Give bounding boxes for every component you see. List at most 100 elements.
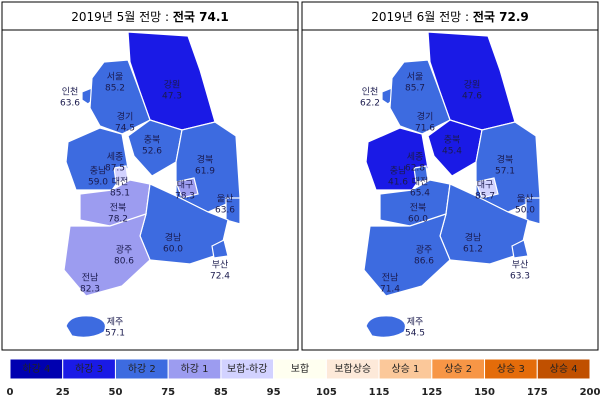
region-name: 제주 [407,317,424,328]
region-name: 경북 [497,154,514,166]
region-name: 전북 [410,203,427,214]
region-value: 86.6 [414,257,434,267]
headline: 전국 72.9 [473,9,529,24]
legend-tick: 0 [7,387,14,398]
region-name: 세종 [407,152,424,163]
region-value: 52.6 [142,147,162,157]
panel-title: 2019년 6월 전망 : 전국 72.9 [371,9,529,24]
region-name: 강원 [464,80,481,91]
region-name: 충남 [390,166,407,177]
region-value: 57.1 [105,329,125,339]
region-name: 전남 [82,273,99,284]
legend-label: 상승 3 [497,363,525,375]
region [525,197,541,225]
region-value: 62.2 [360,99,380,109]
region-name: 광주 [416,244,433,256]
legend-tick: 50 [108,387,122,398]
region-name: 전남 [382,273,399,284]
region-name: 경기 [117,111,134,123]
region-value: 45.4 [442,147,462,157]
region-name: 인천 [362,87,379,98]
region-name: 대구 [477,180,494,191]
legend-label: 상승 4 [550,363,578,375]
legend-tick: 105 [316,387,337,398]
legend-label: 하강 2 [128,362,156,375]
region-value: 41.6 [388,178,408,188]
title-text: 2019년 5월 전망 : [71,10,173,24]
legend-label: 보합-하강 [227,362,267,375]
region-name: 대전 [412,177,429,188]
region [211,239,229,259]
region-value: 60.0 [163,245,183,255]
region-name: 서울 [107,72,124,83]
region [63,213,151,297]
panel [1,1,299,351]
legend-label: 하강 4 [22,362,50,375]
region-value: 71.6 [415,124,435,134]
region-value: 80.6 [114,257,134,267]
legend-tick: 95 [267,387,281,398]
region-name: 서울 [407,72,424,83]
region-name: 전북 [110,203,127,214]
region-value: 57.1 [495,167,515,177]
legend-tick: 75 [161,387,175,398]
title-text: 2019년 6월 전망 : [371,10,473,24]
legend-label: 상승 1 [391,363,419,375]
region-value: 85.7 [475,192,495,202]
headline: 전국 74.1 [173,9,229,24]
region-value: 61.9 [195,167,215,177]
legend-tick: 115 [369,387,390,398]
region-name: 경남 [165,232,182,244]
region-name: 대구 [177,180,194,191]
legend-tick: 125 [421,387,442,398]
region [475,177,499,199]
region-name: 부산 [512,260,529,271]
legend-label: 보합상승 [334,363,371,375]
region-value: 72.4 [210,272,230,282]
region-value: 54.5 [405,329,425,339]
region-name: 경기 [417,111,434,123]
panel-title: 2019년 5월 전망 : 전국 74.1 [71,9,229,24]
panel [301,1,599,351]
region-name: 충남 [90,166,107,177]
region-value: 50.0 [515,206,535,216]
legend-label: 보합 [291,363,309,375]
region-name: 울산 [517,194,534,205]
region-value: 78.3 [175,192,195,202]
region [65,315,107,338]
region-name: 광주 [116,244,133,256]
region-value: 47.6 [462,92,482,102]
region-value: 85.2 [105,84,125,94]
legend-tick: 150 [474,387,495,398]
legend-tick: 25 [56,387,70,398]
region-name: 대전 [112,177,129,188]
region-value: 59.0 [88,178,108,188]
region [363,213,451,297]
legend-tick: 175 [527,387,548,398]
region [413,165,429,183]
region [175,177,199,199]
legend-label: 상승 2 [444,363,472,375]
region-value: 87.5 [105,164,125,174]
region-value: 63.3 [510,272,530,282]
region-value: 71.4 [380,285,400,295]
region-name: 부산 [212,260,229,271]
region-value: 74.5 [115,124,135,134]
region-name: 제주 [107,317,124,328]
region-name: 울산 [217,194,234,205]
region [113,165,129,183]
region-value: 61.2 [463,245,483,255]
legend-label: 하강 1 [181,362,209,375]
legend-swatch [536,358,591,380]
region-value: 47.3 [162,92,182,102]
region-value: 82.3 [80,285,100,295]
region-value: 65.4 [410,189,430,199]
region-value: 63.6 [215,206,235,216]
region [511,239,529,259]
region-value: 62.8 [405,164,425,174]
region-name: 세종 [107,152,124,163]
region-name: 강원 [164,80,181,91]
